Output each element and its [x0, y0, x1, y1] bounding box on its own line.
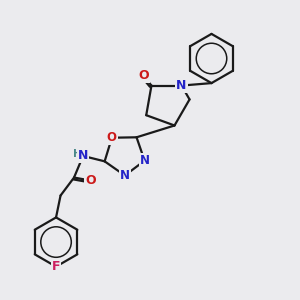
Text: N: N: [140, 154, 150, 167]
Text: O: O: [107, 131, 117, 144]
Text: N: N: [120, 169, 130, 182]
Text: N: N: [78, 149, 88, 162]
Text: H: H: [73, 149, 82, 159]
Text: F: F: [52, 260, 60, 273]
Text: O: O: [85, 174, 96, 187]
Text: O: O: [138, 69, 149, 82]
Text: N: N: [176, 79, 187, 92]
